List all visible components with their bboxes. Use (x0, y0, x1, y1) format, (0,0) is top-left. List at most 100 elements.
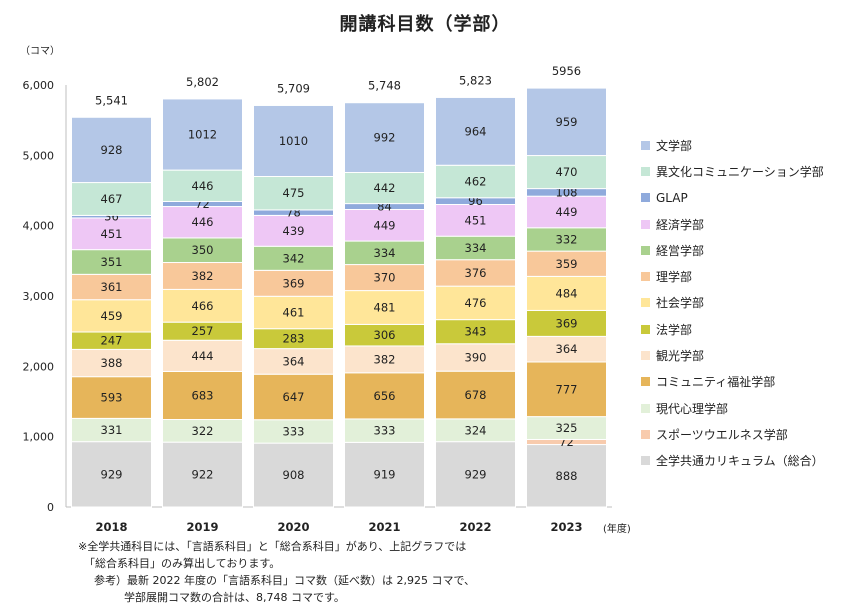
bar-segment (435, 164, 516, 199)
legend-label: 現代心理学部 (656, 401, 729, 416)
data-label: 908 (283, 468, 305, 482)
legend-item: 全学共通カリキュラム（総合） (641, 448, 824, 474)
y-tick-label: 6,000 (23, 79, 55, 92)
x-tick-label: 2021 (368, 520, 400, 534)
legend-label: 社会学部 (656, 296, 705, 311)
data-label: 919 (374, 468, 396, 482)
bar-segment (253, 214, 334, 247)
bar-segment (162, 339, 243, 372)
data-label: 888 (556, 469, 578, 483)
bar-segment (162, 98, 243, 171)
x-tick-label: 2022 (459, 520, 491, 534)
bar-segment (526, 361, 607, 418)
legend-item: 経営学部 (641, 237, 824, 263)
legend-swatch (641, 140, 650, 150)
footnote-line-4: 学部展開コマ数の合計は、8,748 コマです。 (124, 591, 345, 604)
bar-segment (71, 348, 152, 378)
data-label: 342 (283, 251, 305, 265)
footnote-line-2: 「総合系科目」のみ算出しております。 (84, 557, 281, 570)
legend-swatch (641, 193, 650, 203)
y-tick-label: 2,000 (23, 360, 55, 373)
bar-segment (71, 217, 152, 251)
bar-segment (435, 343, 516, 372)
legend-swatch (641, 272, 650, 282)
bar-segment (162, 169, 243, 202)
bar-segment (253, 104, 334, 178)
data-label: 382 (374, 352, 396, 366)
data-label: 369 (556, 316, 578, 330)
data-label: 446 (192, 179, 214, 193)
data-label: 257 (192, 324, 214, 338)
legend-item: 理学部 (641, 263, 824, 289)
footnote-line-1: ※全学共通科目には、「言語系科目」と「総合系科目」があり、上記グラフでは (78, 540, 467, 553)
y-tick-label: 1,000 (23, 431, 55, 444)
data-label: 476 (465, 296, 487, 310)
legend-swatch (641, 403, 650, 413)
bar-segment (344, 208, 425, 242)
y-tick-label: 4,000 (23, 220, 55, 233)
x-tick-label: 2019 (186, 520, 218, 534)
bar-segment (162, 370, 243, 421)
bar-segment (71, 116, 152, 184)
data-label: 306 (374, 328, 396, 342)
bar-segment (71, 182, 152, 216)
data-label: 361 (101, 280, 123, 294)
legend-swatch (641, 245, 650, 255)
data-label: 449 (556, 205, 578, 219)
total-label: 5,709 (277, 81, 310, 95)
data-label: 678 (465, 388, 487, 402)
bar-segment (435, 96, 516, 166)
x-axis-unit: (年度) (603, 524, 631, 535)
data-label: 992 (374, 131, 396, 145)
bar-segment (162, 262, 243, 290)
data-label: 442 (374, 181, 396, 195)
legend-item: 文学部 (641, 132, 824, 158)
legend-item: 経済学部 (641, 211, 824, 237)
total-label: 5,541 (95, 93, 128, 107)
legend-item: 異文化コミュニケーション学部 (641, 158, 824, 184)
data-label: 324 (465, 423, 487, 437)
data-label: 449 (374, 218, 396, 232)
data-label: 459 (101, 309, 123, 323)
legend-label: 異文化コミュニケーション学部 (656, 164, 824, 179)
total-label: 5,802 (186, 75, 219, 89)
data-label: 964 (465, 124, 487, 138)
data-label: 382 (192, 269, 214, 283)
y-tick-label: 0 (47, 501, 54, 514)
bar-segment (344, 290, 425, 325)
data-label: 351 (101, 255, 123, 269)
data-label: 343 (465, 325, 487, 339)
data-label: 333 (283, 424, 305, 438)
data-label: 593 (101, 391, 123, 405)
legend-swatch (641, 324, 650, 334)
data-label: 470 (556, 165, 578, 179)
bar-segment (435, 370, 516, 420)
data-label: 331 (101, 423, 123, 437)
bar-segment (71, 376, 152, 419)
data-label: 466 (192, 299, 214, 313)
bar-segment (344, 102, 425, 173)
legend-swatch (641, 166, 650, 176)
data-label: 444 (192, 349, 214, 363)
legend-label: 観光学部 (656, 349, 705, 364)
total-label: 5,823 (459, 73, 492, 87)
legend-label: GLAP (656, 190, 688, 205)
x-tick-label: 2018 (95, 520, 127, 534)
legend-item: GLAP (641, 185, 824, 211)
legend-item: 社会学部 (641, 290, 824, 316)
legend-label: 経営学部 (656, 243, 705, 258)
bar-segment (526, 87, 607, 157)
x-tick-label: 2020 (277, 520, 309, 534)
x-tick-label: 2023 (550, 520, 582, 534)
legend-item: スポーツウエルネス学部 (641, 421, 824, 447)
legend-item: 現代心理学部 (641, 395, 824, 421)
bar-segment (71, 273, 152, 301)
data-label: 332 (556, 232, 578, 246)
legend-swatch (641, 456, 650, 466)
bar-segment (253, 245, 334, 271)
data-label: 683 (192, 388, 214, 402)
data-label: 467 (101, 192, 123, 206)
data-label: 325 (556, 421, 578, 435)
legend-swatch (641, 429, 650, 439)
